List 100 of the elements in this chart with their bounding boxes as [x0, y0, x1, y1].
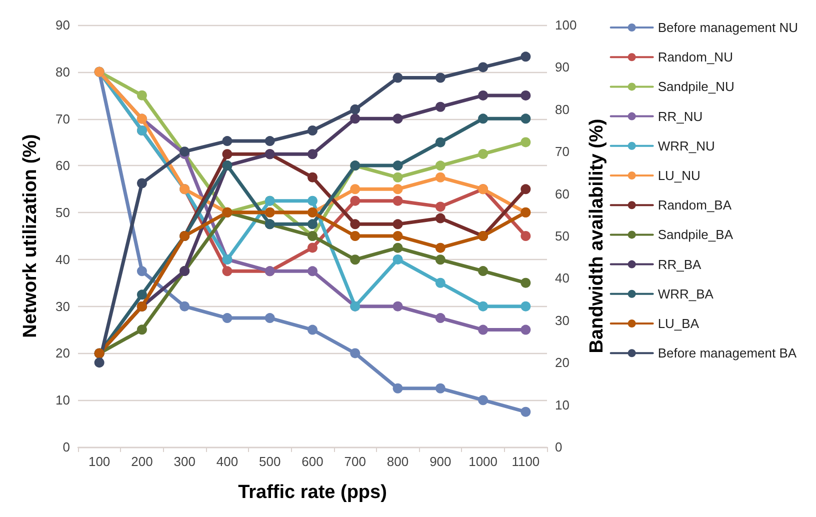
point	[94, 358, 104, 368]
point	[308, 266, 318, 276]
point	[520, 231, 531, 241]
point	[435, 254, 446, 265]
point	[392, 160, 403, 171]
y-tick-label: 70	[56, 111, 70, 126]
point	[520, 90, 531, 100]
point	[435, 278, 446, 288]
point	[308, 172, 318, 182]
x-axis-title: Traffic rate (pps)	[238, 482, 387, 503]
point	[435, 160, 446, 171]
point	[392, 254, 403, 264]
y2-tick-label: 30	[555, 312, 570, 328]
point	[520, 114, 531, 124]
y2-axis-title: Bandwidth availability (%)	[586, 118, 608, 354]
y2-tick-label: 10	[555, 397, 570, 412]
point	[136, 90, 147, 100]
point	[435, 72, 446, 83]
legend-label: RR_NU	[658, 108, 703, 124]
point	[350, 348, 360, 358]
point	[264, 136, 275, 146]
y2-tick-label: 20	[555, 355, 570, 370]
point	[136, 178, 147, 188]
point	[392, 242, 403, 253]
point	[435, 102, 446, 112]
point	[222, 149, 232, 160]
point	[392, 196, 403, 206]
point	[350, 219, 360, 230]
point	[435, 172, 446, 182]
legend-label: Random_BA	[658, 198, 732, 213]
point	[392, 231, 403, 241]
y2-tick-label: 40	[555, 270, 570, 286]
y2-tick-label: 60	[555, 186, 570, 202]
point	[478, 90, 488, 100]
point	[478, 114, 488, 124]
point	[520, 184, 531, 194]
y-tick-label: 60	[56, 158, 70, 174]
point	[308, 219, 318, 230]
point	[478, 324, 488, 335]
legend-label: WRR_BA	[658, 286, 714, 302]
point	[435, 383, 446, 394]
x-tick-label: 800	[386, 454, 409, 469]
point	[478, 301, 488, 312]
point	[392, 172, 403, 182]
point	[308, 242, 318, 253]
point	[435, 213, 446, 224]
point	[350, 254, 360, 265]
x-tick-label: 500	[259, 454, 281, 469]
x-tick-label: 400	[216, 454, 238, 469]
x-tick-label: 900	[430, 454, 452, 469]
point	[392, 301, 403, 312]
x-tick-label: 100	[88, 454, 110, 469]
x-tick-label: 200	[131, 454, 153, 469]
point	[222, 136, 232, 146]
point	[520, 52, 531, 62]
y-tick-label: 0	[62, 440, 70, 454]
legend-label: RR_BA	[658, 256, 702, 272]
point	[350, 196, 360, 206]
point	[136, 324, 147, 335]
point	[520, 278, 531, 288]
x-tick-label: 1100	[512, 454, 540, 469]
point	[520, 324, 531, 335]
legend-label: WRR_NU	[658, 138, 715, 154]
y2-tick-label: 100	[555, 18, 577, 32]
point	[478, 266, 488, 276]
y-tick-label: 50	[56, 205, 70, 220]
point	[350, 114, 360, 124]
point	[435, 137, 446, 148]
point	[136, 266, 147, 276]
y2-tick-label: 70	[555, 144, 570, 160]
point	[520, 406, 531, 417]
x-tick-label: 700	[344, 454, 366, 469]
point	[350, 104, 360, 114]
y2-tick-label: 50	[555, 228, 570, 244]
point	[136, 290, 147, 300]
legend-label: Sandpile_BA	[658, 227, 734, 242]
point	[392, 184, 403, 194]
y-tick-label: 80	[56, 64, 70, 80]
point	[308, 149, 318, 160]
point	[478, 395, 488, 406]
legend-label: Before management BA	[658, 346, 797, 361]
point	[392, 114, 403, 124]
point	[435, 202, 446, 212]
legend-label: Before management NU	[658, 20, 798, 35]
legend-label: LU_NU	[658, 168, 700, 183]
legend-label: Random_NU	[658, 50, 733, 65]
point	[478, 62, 488, 72]
point	[222, 313, 232, 324]
x-tick-label: 600	[302, 454, 324, 469]
x-tick-label: 1000	[468, 454, 498, 469]
point	[435, 313, 446, 324]
y-tick-label: 40	[56, 252, 70, 267]
y-tick-label: 20	[56, 346, 70, 361]
y-tick-label: 90	[56, 18, 70, 32]
y-axis-title: Network utilization (%)	[20, 134, 41, 338]
point	[180, 301, 190, 312]
x-tick-label: 300	[174, 454, 196, 469]
point	[308, 324, 318, 335]
y-tick-label: 30	[56, 298, 70, 314]
point	[520, 137, 531, 148]
